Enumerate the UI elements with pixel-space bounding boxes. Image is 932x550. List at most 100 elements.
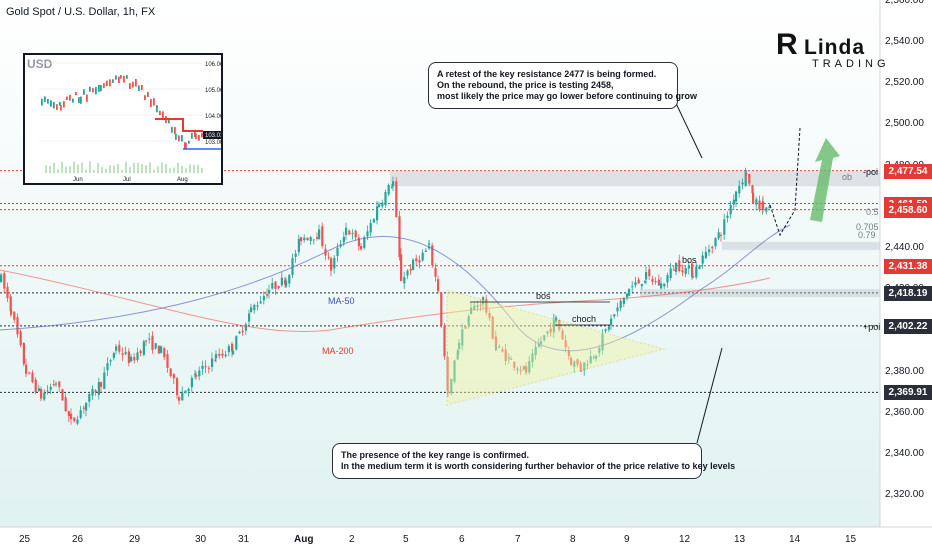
inset-candle <box>86 94 88 102</box>
candle-body <box>748 174 751 184</box>
candle-body <box>458 342 461 350</box>
inset-volume-bar <box>165 163 167 173</box>
candle-body <box>73 417 76 422</box>
candle-body <box>218 353 221 356</box>
candle-body <box>360 246 363 250</box>
candle-body <box>519 370 522 372</box>
candle-body <box>755 199 758 205</box>
inset-candle <box>47 99 49 104</box>
inset-volume-bar <box>117 163 119 173</box>
candle-body <box>631 286 634 288</box>
candle-body <box>79 410 82 418</box>
candle-body <box>387 185 390 195</box>
candle-body <box>31 372 34 383</box>
candle-body <box>516 368 519 371</box>
candle-body <box>644 280 647 283</box>
candle-body <box>221 353 224 356</box>
inset-candle <box>132 81 134 88</box>
candle-body <box>112 353 115 358</box>
candle-body <box>342 236 345 243</box>
candle-body <box>0 274 3 282</box>
inset-volume-bar <box>105 168 107 173</box>
candle-body <box>450 378 453 394</box>
candle-body <box>634 282 637 286</box>
inset-candle <box>141 84 143 91</box>
inset-candle <box>66 96 68 101</box>
candle-body <box>464 326 467 329</box>
candle-body <box>564 340 567 348</box>
inset-y-tick: 105.00 <box>205 88 221 94</box>
inset-volume-bar <box>73 161 75 173</box>
candle-body <box>431 245 434 266</box>
candle-body <box>654 281 657 283</box>
candle-body <box>395 181 398 218</box>
candle-body <box>531 353 534 362</box>
candle-body <box>570 358 573 366</box>
candle-body <box>537 343 540 347</box>
support-zone <box>640 289 880 298</box>
price-level-tag: 2,402.22 <box>884 318 932 334</box>
candle-body <box>238 331 241 334</box>
candle-body <box>124 352 127 355</box>
candle-body <box>157 345 160 354</box>
x-tick-label: Aug <box>294 534 314 545</box>
candle-body <box>369 222 372 233</box>
candle-body <box>540 341 543 344</box>
x-tick-label: 15 <box>845 534 857 545</box>
y-tick-label: 2,340.00 <box>885 448 924 459</box>
candle-body <box>421 252 424 261</box>
inset-y-tick: 103.00 <box>205 140 221 146</box>
candle-body <box>160 346 163 353</box>
poi-mid-label: +poi <box>863 322 881 332</box>
inset-candle <box>100 84 102 92</box>
y-tick-label: 2,360.00 <box>885 406 924 418</box>
inset-candle <box>78 97 80 103</box>
candle-body <box>479 304 482 306</box>
inset-volume-bar <box>57 169 59 173</box>
projection-path <box>769 127 801 237</box>
candle-body <box>729 205 732 215</box>
inset-candle <box>56 104 58 110</box>
x-tick-label: 31 <box>238 534 250 545</box>
candle-body <box>663 283 666 287</box>
candle-body <box>552 319 555 333</box>
inset-candle <box>194 129 196 138</box>
note-top-line-3: most likely the price may go lower befor… <box>437 91 698 101</box>
candle-body <box>392 181 395 187</box>
inset-candle <box>75 91 77 96</box>
inset-plot: 106.00 105.00 104.00 103.00103.03 Jun Jul Aug <box>39 62 221 183</box>
ma50-line <box>0 224 791 352</box>
candle-body <box>678 260 681 271</box>
candle-body <box>318 229 321 240</box>
candle-body <box>672 269 675 271</box>
x-tick-label: 6 <box>459 534 465 545</box>
candle-body <box>741 182 744 185</box>
inset-volume-bar <box>193 164 195 173</box>
candle-body <box>476 305 479 308</box>
candle-body <box>13 311 16 320</box>
candle-body <box>692 276 695 278</box>
y-tick-label: 2,520.00 <box>885 77 924 89</box>
candle-body <box>103 372 106 389</box>
price-level-tag: 2,458.60 <box>884 202 932 218</box>
inset-candle <box>83 89 85 95</box>
inset-candle <box>159 110 161 116</box>
candle-body <box>418 259 421 263</box>
inset-candle <box>72 98 74 103</box>
inset-candle <box>118 76 120 84</box>
candle-body <box>684 267 687 274</box>
candle-body <box>768 206 771 209</box>
candle-body <box>626 293 629 298</box>
inset-candle <box>150 99 152 108</box>
candle-body <box>598 347 601 353</box>
candle-body <box>271 283 274 289</box>
candle-body <box>321 226 324 246</box>
candle-body <box>498 346 501 348</box>
candle-body <box>398 216 401 258</box>
candle-body <box>306 237 309 241</box>
x-tick-label: 30 <box>195 534 207 545</box>
candle-body <box>232 350 235 355</box>
candle-body <box>555 317 558 323</box>
candle-body <box>687 265 690 269</box>
inset-price-tag <box>203 131 221 139</box>
